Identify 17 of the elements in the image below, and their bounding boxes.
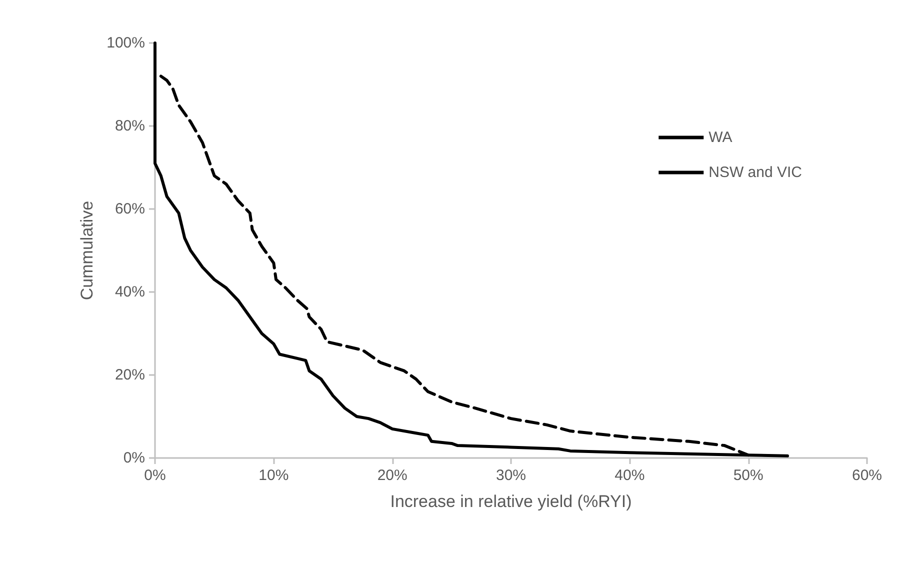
x-tick-label: 10% bbox=[258, 467, 289, 484]
x-tick-label: 20% bbox=[377, 467, 408, 484]
x-tick-label: 60% bbox=[852, 467, 882, 484]
y-tick-label: 100% bbox=[106, 34, 145, 52]
y-tick-label: 60% bbox=[114, 200, 145, 218]
y-axis-title: Cummulative bbox=[78, 200, 97, 300]
x-tick-label: 40% bbox=[614, 467, 645, 484]
x-axis-title: Increase in relative yield (%RYI) bbox=[390, 492, 632, 511]
y-tick-label: 80% bbox=[114, 118, 145, 134]
y-tick-label: 40% bbox=[114, 284, 145, 300]
legend-label: NSW and VIC bbox=[708, 164, 802, 181]
y-tick-label: 0% bbox=[123, 450, 145, 466]
y-tick-label: 20% bbox=[114, 366, 145, 384]
x-tick-label: 50% bbox=[733, 467, 764, 484]
legend-label: WA bbox=[708, 129, 732, 146]
x-tick-label: 30% bbox=[496, 467, 526, 484]
x-tick-label: 0% bbox=[144, 467, 166, 484]
